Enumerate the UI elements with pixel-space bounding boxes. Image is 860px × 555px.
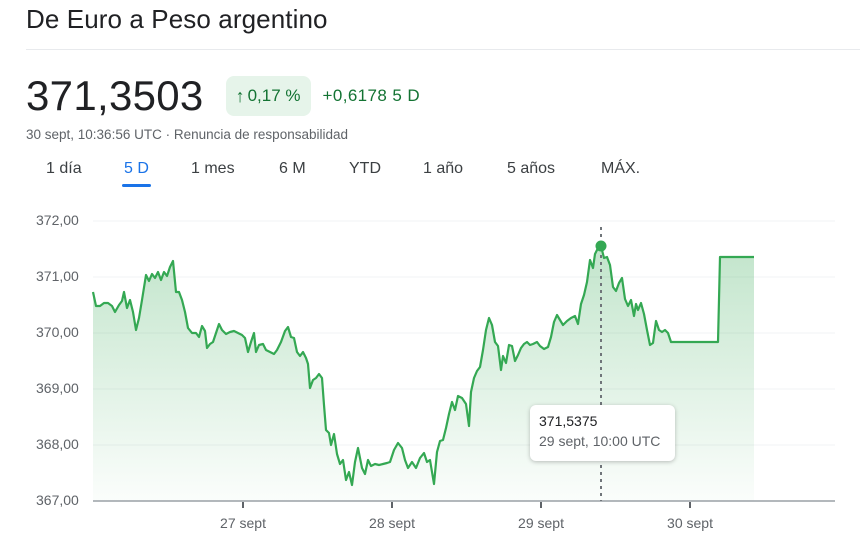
- tab-max[interactable]: MÁX.: [601, 160, 641, 177]
- y-tick-label: 372,00: [36, 212, 79, 228]
- tab-1-day[interactable]: 1 día: [46, 160, 82, 177]
- disclaimer-link[interactable]: Renuncia de responsabilidad: [173, 127, 348, 142]
- area-fill: [93, 246, 754, 501]
- tab-5-years[interactable]: 5 años: [507, 160, 556, 177]
- quote-row: 371,3503 ↑ 0,17 % +0,6178 5 D: [26, 72, 420, 120]
- tooltip-datetime: 29 sept, 10:00 UTC: [539, 433, 661, 449]
- y-tick-label: 371,00: [36, 268, 79, 284]
- header-divider: [26, 49, 860, 50]
- arrow-up-icon: ↑: [235, 85, 245, 106]
- tab-6-months[interactable]: 6 M: [279, 160, 306, 177]
- x-ticks: [242, 502, 691, 508]
- x-tick-label: 27 sept: [220, 515, 266, 531]
- tab-1-month[interactable]: 1 mes: [191, 160, 235, 177]
- x-tick-label: 29 sept: [518, 515, 564, 531]
- range-tabs: 1 día 5 D 1 mes 6 M YTD 1 año 5 años MÁX…: [0, 158, 860, 190]
- change-absolute-value: +0,6178: [322, 86, 388, 105]
- change-absolute: +0,6178 5 D: [323, 86, 421, 106]
- timestamp: 30 sept, 10:36:56 UTC: [26, 127, 162, 142]
- chart-tooltip: 371,5375 29 sept, 10:00 UTC: [530, 405, 675, 461]
- tab-1-year[interactable]: 1 año: [423, 160, 464, 177]
- separator: ·: [165, 127, 171, 142]
- page-title: De Euro a Peso argentino: [26, 4, 328, 34]
- tooltip-value: 371,5375: [539, 413, 598, 429]
- tab-ytd[interactable]: YTD: [349, 160, 381, 177]
- tab-5-days[interactable]: 5 D: [122, 160, 151, 187]
- chart-plot: [91, 220, 835, 508]
- change-percent-badge: ↑ 0,17 %: [225, 76, 311, 116]
- current-price: 371,3503: [26, 72, 204, 119]
- x-tick-label: 30 sept: [667, 515, 713, 531]
- y-tick-label: 369,00: [36, 380, 79, 396]
- price-line: [91, 244, 754, 487]
- y-tick-label: 368,00: [36, 436, 79, 452]
- price-chart[interactable]: 372,00 371,00 370,00 369,00 368,00 367,0…: [0, 195, 860, 555]
- quote-meta: 30 sept, 10:36:56 UTC · Renuncia de resp…: [26, 127, 348, 142]
- change-percent: 0,17 %: [247, 86, 301, 105]
- hover-point: [595, 240, 607, 252]
- y-tick-label: 370,00: [36, 324, 79, 340]
- change-period: 5 D: [392, 86, 421, 105]
- x-tick-label: 28 sept: [369, 515, 415, 531]
- y-tick-label: 367,00: [36, 492, 79, 508]
